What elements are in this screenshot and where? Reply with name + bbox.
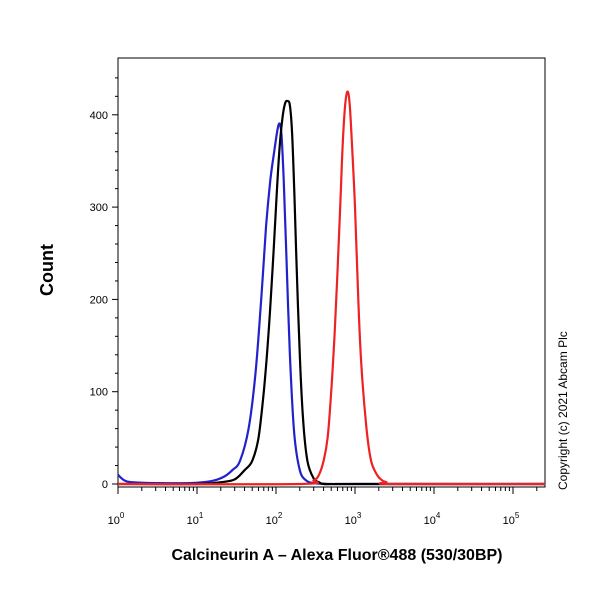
x-tick-base: 10	[266, 515, 278, 527]
y-tick-label: 300	[90, 202, 108, 214]
x-tick-label: 100	[108, 511, 125, 527]
plot-frame	[117, 57, 546, 488]
y-tick-label: 400	[90, 110, 108, 122]
x-tick-label: 104	[424, 511, 441, 527]
y-tick-label: 0	[102, 479, 108, 491]
x-axis: 100 101 102 103 104 105	[108, 487, 538, 527]
x-tick-label: 101	[187, 511, 204, 527]
y-tick-label: 200	[90, 294, 108, 306]
x-tick-base: 10	[187, 515, 199, 527]
y-tick-label: 100	[90, 387, 108, 399]
x-tick-label: 103	[345, 511, 362, 527]
x-tick-label: 102	[266, 511, 283, 527]
x-tick-exp: 1	[199, 511, 204, 520]
x-tick-exp: 0	[120, 511, 125, 520]
x-tick-label: 105	[503, 511, 520, 527]
x-tick-exp: 5	[515, 511, 520, 520]
y-axis: 0 100 200 300 400	[90, 77, 118, 491]
y-axis-title: Count	[37, 244, 57, 296]
series-layer	[117, 90, 546, 486]
series-line-2	[117, 90, 546, 486]
copyright-annotation: Copyright (c) 2021 Abcam Plc	[556, 331, 570, 490]
x-axis-title: Calcineurin A – Alexa Fluor®488 (530/30B…	[171, 547, 502, 564]
series-line-1	[117, 99, 545, 486]
x-tick-exp: 4	[436, 511, 441, 520]
x-tick-base: 10	[503, 515, 515, 527]
x-tick-exp: 3	[357, 511, 362, 520]
x-tick-base: 10	[345, 515, 357, 527]
x-tick-base: 10	[108, 515, 120, 527]
series-line-0	[117, 122, 545, 486]
x-tick-exp: 2	[278, 511, 283, 520]
x-tick-base: 10	[424, 515, 436, 527]
